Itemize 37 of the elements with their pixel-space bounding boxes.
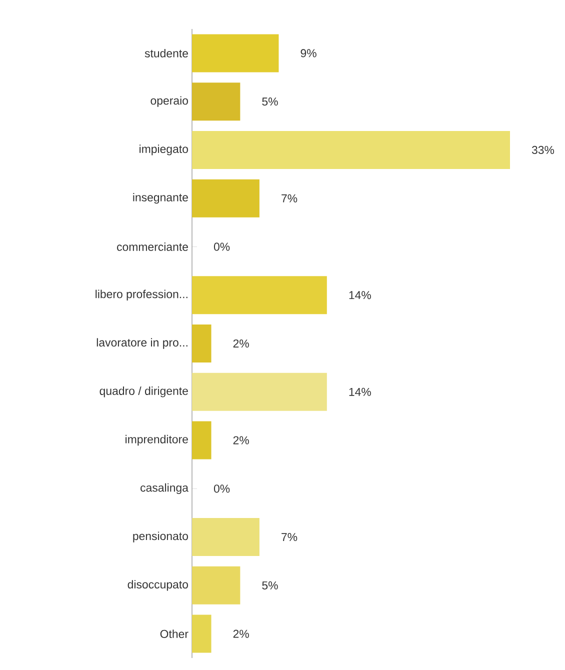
bar <box>192 566 240 604</box>
bar <box>192 34 279 72</box>
bar <box>192 130 510 169</box>
data-label: 5% <box>262 581 278 590</box>
data-label: 9% <box>300 49 316 58</box>
data-label: 5% <box>262 98 278 106</box>
bar <box>192 324 212 362</box>
data-label: 0% <box>214 242 230 251</box>
data-label: 2% <box>233 436 249 444</box>
y-tick-label: operaio <box>150 96 188 107</box>
data-label: 14% <box>349 291 371 300</box>
y-tick-label: lavoratore in pro... <box>96 338 188 349</box>
y-tick-label: casalinga <box>140 483 188 494</box>
y-tick-label: commerciante <box>117 242 188 251</box>
y-tick-label: insegnante <box>133 193 188 204</box>
y-tick-label: quadro / dirigente <box>100 386 188 398</box>
bar <box>192 421 212 460</box>
y-tick-label: imprenditore <box>126 434 188 446</box>
data-label: 2% <box>233 630 249 638</box>
bar <box>192 614 212 653</box>
data-label: 2% <box>233 339 249 348</box>
y-tick-label: studente <box>144 48 188 58</box>
y-tick-label: libero profession... <box>96 290 188 300</box>
y-tick-label: disoccupato <box>128 580 188 591</box>
data-label: 7% <box>282 194 298 202</box>
bar <box>192 276 327 314</box>
y-tick-label: Other <box>160 630 188 638</box>
data-label: 0% <box>214 484 230 493</box>
data-label: 33% <box>532 146 554 154</box>
bar <box>192 82 240 121</box>
bar <box>192 518 260 556</box>
y-tick-label: impiegato <box>140 144 188 156</box>
data-label: 14% <box>349 388 371 396</box>
bar <box>192 179 260 218</box>
bar <box>192 372 327 411</box>
y-tick-label: pensionato <box>133 532 188 542</box>
data-label: 7% <box>282 533 298 542</box>
